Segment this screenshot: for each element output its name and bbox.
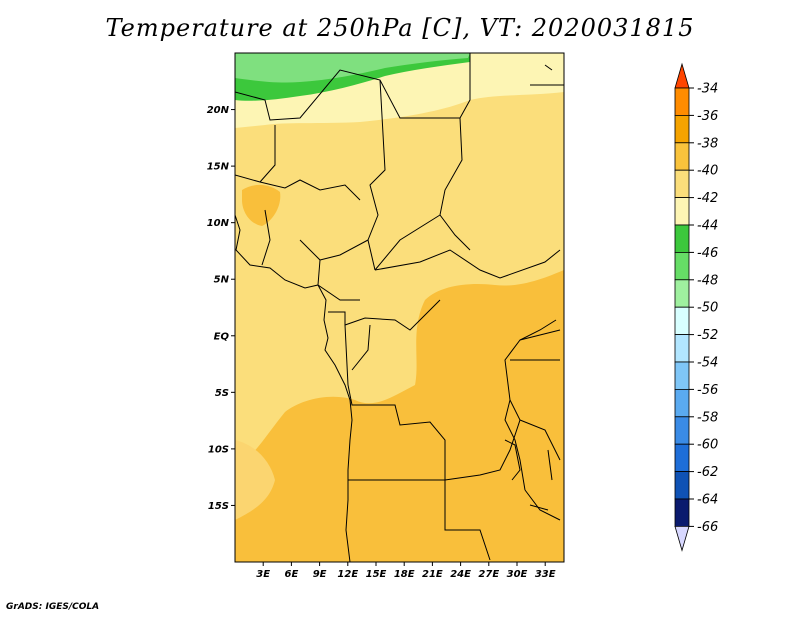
border-12: [344, 324, 446, 480]
colorbar-label: -38: [697, 136, 718, 151]
country-borders: [235, 53, 564, 561]
lon-tick-label: 27E: [478, 569, 499, 580]
border-19: [519, 329, 561, 341]
border-13: [351, 324, 371, 371]
colorbar-label: -62: [697, 465, 718, 480]
colorbar-swatch: [674, 115, 690, 144]
colorbar-label: -54: [697, 356, 718, 371]
lon-tick-label: 30E: [507, 569, 528, 580]
colorbar-swatch: [674, 197, 690, 226]
colorbar-swatch: [674, 388, 690, 418]
border-20: [504, 439, 521, 481]
colorbar-label: -58: [697, 410, 718, 425]
border-15: [348, 479, 491, 561]
border-23: [524, 489, 561, 521]
colorbar-label: -42: [697, 191, 718, 206]
colorbar-label: -48: [697, 273, 718, 288]
lat-tick-label: 10N: [207, 218, 230, 229]
lat-tick-label: EQ: [214, 331, 230, 342]
colorbar-swatch: [674, 443, 690, 473]
colorbar-swatch: [674, 471, 690, 500]
lon-tick-label: 9E: [313, 569, 327, 580]
border-14: [444, 319, 557, 481]
temperature-field: [235, 53, 564, 562]
border-5: [259, 125, 276, 183]
lon-tick-label: 33E: [535, 569, 556, 580]
footer-credit: GrADS: IGES/COLA: [6, 602, 100, 612]
border-17: [504, 399, 526, 491]
border-10: [439, 214, 471, 251]
lat-tick-label: 5S: [215, 388, 229, 399]
colorbar-label: -34: [697, 82, 718, 97]
colorbar-swatch: [674, 334, 690, 363]
longitude-axis: 3E 6E 9E 12E 15E 18E 21E 24E 27E 30E 33E: [256, 562, 556, 580]
border-1: [235, 53, 471, 121]
colorbar-swatch: [674, 306, 690, 336]
colorbar-label: -50: [697, 301, 718, 316]
colorbar-label: -40: [697, 164, 718, 179]
border-2: [367, 79, 386, 271]
border-9: [374, 249, 561, 279]
colorbar: -34 -36 -38 -40 -42 -44 -46 -48 -50 -52 -54 -56 -58 -…: [674, 62, 718, 552]
colorbar-label: -60: [697, 438, 718, 453]
latitude-axis: 20N 15N 10N 5N EQ 5S 10S 15S: [207, 105, 235, 512]
border-8: [319, 239, 369, 261]
border-25: [544, 64, 553, 71]
colorbar-swatch: [674, 169, 690, 198]
lat-tick-label: 10S: [208, 444, 229, 455]
colorbar-swatch: [674, 251, 690, 281]
border-21: [529, 504, 549, 511]
colorbar-swatch: [674, 279, 690, 308]
colorbar-swatch: [674, 224, 690, 253]
colorbar-swatch: [674, 498, 690, 527]
colorbar-swatch: [674, 416, 690, 445]
border-11: [328, 299, 441, 331]
plot-frame: [234, 52, 565, 563]
lon-tick-label: 18E: [394, 569, 415, 580]
lon-tick-label: 6E: [285, 569, 299, 580]
colorbar-swatch: [674, 87, 690, 116]
border-22: [547, 449, 553, 481]
map-title: Temperature at 250hPa [C], VT: 202003181…: [105, 14, 695, 42]
lat-tick-label: 15N: [207, 162, 230, 173]
colorbar-swatch: [674, 361, 690, 390]
border-6: [261, 209, 271, 266]
colorbar-label: -36: [697, 109, 718, 124]
band-minus-46-to-48: [235, 53, 470, 83]
band-minus-38-to-40: [235, 270, 564, 562]
colorbar-label: -46: [697, 246, 718, 261]
lat-tick-label: 5N: [214, 275, 230, 286]
lon-tick-label: 12E: [337, 569, 358, 580]
lon-tick-label: 15E: [366, 569, 387, 580]
patch-west-coast: [235, 440, 275, 520]
colorbar-label: -64: [697, 493, 718, 508]
colorbar-bottom-arrow: [674, 526, 690, 552]
coastline: [234, 214, 353, 563]
colorbar-label: -56: [697, 383, 718, 398]
lon-tick-label: 21E: [422, 569, 443, 580]
colorbar-label: -66: [697, 520, 718, 535]
colorbar-label: -44: [697, 219, 718, 234]
patch-northwest: [242, 184, 281, 226]
lon-tick-label: 3E: [256, 569, 270, 580]
colorbar-top-arrow: [674, 62, 690, 89]
lat-tick-label: 20N: [207, 105, 230, 116]
colorbar-label: -52: [697, 328, 718, 343]
lat-tick-label: 15S: [208, 501, 229, 512]
border-3: [374, 117, 463, 271]
lon-tick-label: 24E: [450, 569, 471, 580]
border-16: [519, 419, 561, 461]
colorbar-swatch: [674, 142, 690, 171]
